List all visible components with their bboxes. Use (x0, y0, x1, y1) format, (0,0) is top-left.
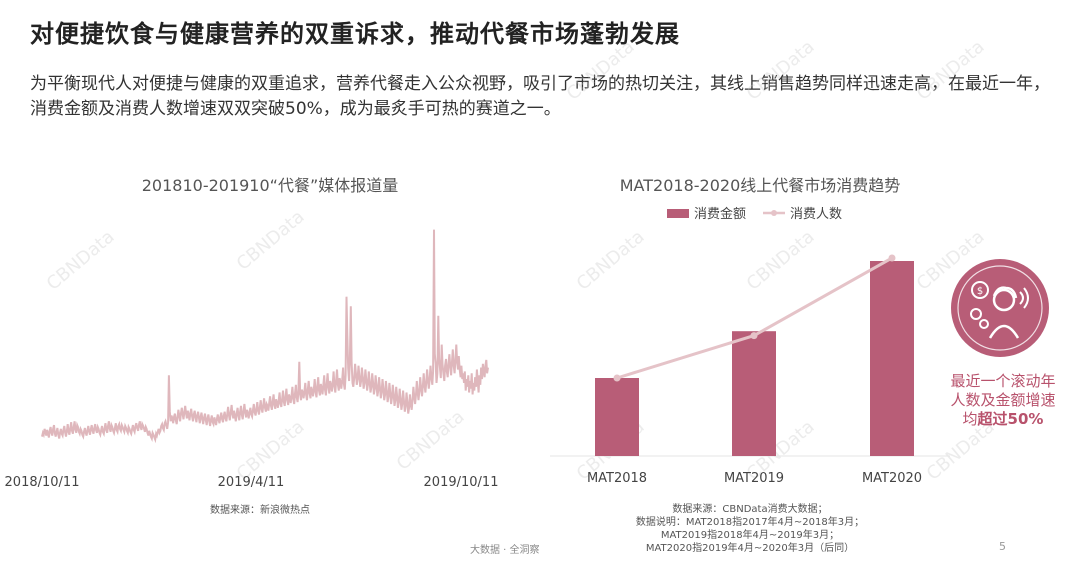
legend-line-label: 消费人数 (790, 207, 842, 222)
x-tick-label: 2019/10/11 (424, 475, 499, 490)
consumption-chart-title: MAT2018-2020线上代餐市场消费趋势 (619, 176, 901, 195)
callout-prefix: 均 (962, 410, 978, 428)
callout-line: 最近一个滚动年 (950, 372, 1056, 390)
category-label: MAT2019 (724, 471, 784, 486)
consumption-chart-source: 数据来源：CBNData消费大数据； 数据说明：MAT2018指2017年4月~… (600, 503, 900, 555)
people-series-points (613, 254, 896, 382)
svg-text:$: $ (977, 286, 983, 297)
callout-line: 均超过50% (938, 410, 1068, 429)
bar-mat2020 (870, 261, 914, 456)
consumer-money-icon: $ (951, 259, 1049, 357)
source-line: 数据说明：MAT2018指2017年4月~2018年3月； (635, 517, 865, 528)
callout-line: 人数及金额增速 (950, 391, 1056, 409)
legend-line-marker (771, 210, 777, 216)
page-subtitle: 为平衡现代人对便捷与健康的双重追求，营养代餐走入公众视野，吸引了市场的热切关注，… (30, 74, 1050, 119)
x-tick-label: 2018/10/11 (5, 475, 80, 490)
growth-callout: 最近一个滚动年 人数及金额增速 均超过50% (938, 372, 1068, 429)
legend-bar-swatch (667, 209, 689, 218)
bar-mat2018 (595, 378, 639, 456)
bar-mat2019 (732, 331, 776, 456)
people-point-mat2019 (750, 332, 758, 340)
people-point-mat2020 (888, 254, 896, 262)
consumption-trend-chart: 消费金额 消费人数 MAT2018 MAT2019 MAT2020 (550, 206, 950, 486)
category-label: MAT2020 (862, 471, 922, 486)
category-labels: MAT2018 MAT2019 MAT2020 (587, 471, 922, 486)
bar-series (595, 261, 914, 456)
media-chart-source: 数据来源：新浪微热点 (210, 505, 310, 516)
people-point-mat2018 (613, 374, 621, 382)
media-chart-title: 201810-201910“代餐”媒体报道量 (141, 176, 399, 195)
page-title: 对便捷饮食与健康营养的双重诉求，推动代餐市场蓬勃发展 (30, 20, 680, 48)
source-line: 数据来源：CBNData消费大数据； (672, 504, 828, 515)
media-volume-chart: 2018/10/11 2019/4/11 2019/10/11 (5, 229, 499, 490)
source-line: MAT2020指2019年4月~2020年3月（后同） (645, 543, 855, 554)
page-number: 5 (999, 540, 1006, 553)
source-line: MAT2019指2018年4月~2019年3月； (660, 530, 840, 541)
callout-emphasis: 超过50% (977, 410, 1044, 428)
category-label: MAT2018 (587, 471, 647, 486)
footer-label: 大数据 · 全洞察 (470, 545, 540, 556)
media-volume-series-line (41, 229, 489, 444)
legend-bar-label: 消费金额 (694, 206, 746, 222)
x-tick-label: 2019/4/11 (218, 475, 285, 490)
